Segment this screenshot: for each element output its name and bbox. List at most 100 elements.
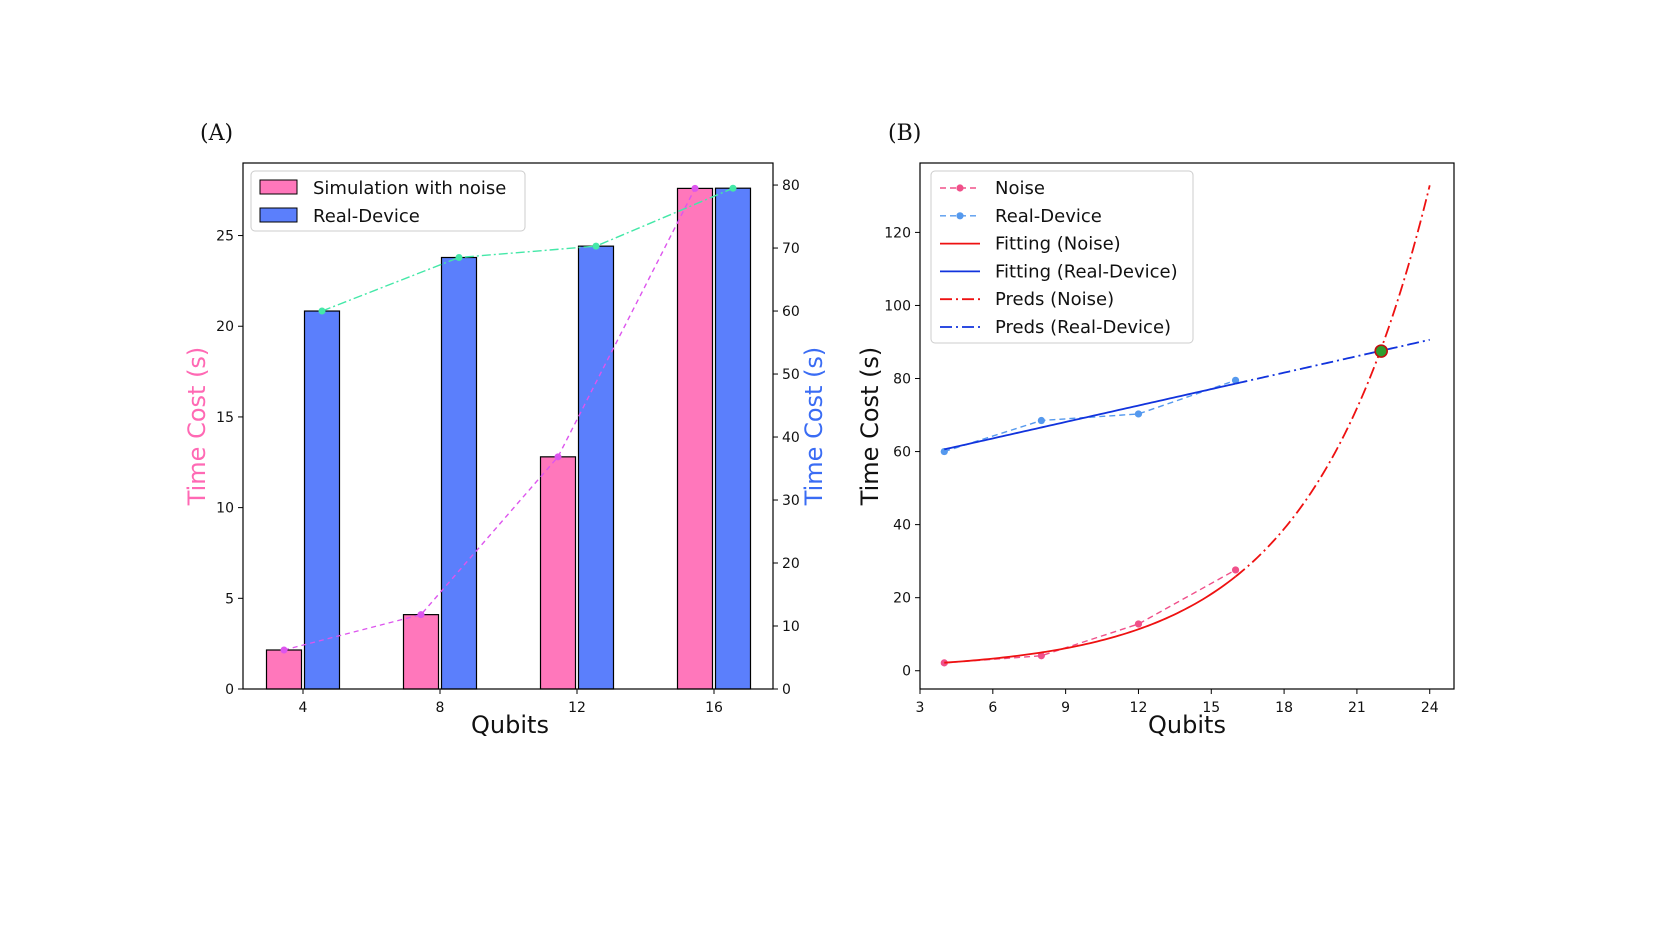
panel-b-legend: Noise Real-Device Fitting (Noise) Fitting (… bbox=[930, 170, 1194, 344]
x-tick-label-21: 21 bbox=[1348, 700, 1366, 716]
right-tick-label-0: 0 bbox=[782, 682, 791, 698]
panel-b-legend-box bbox=[930, 170, 1194, 344]
trend-point-simulation-16 bbox=[691, 184, 699, 192]
bar-simulation-8 bbox=[402, 614, 440, 690]
x-tick-label-24: 24 bbox=[1421, 700, 1439, 716]
panel-b-lines bbox=[940, 185, 1431, 667]
line-noise bbox=[944, 569, 1236, 664]
y-tick-label-120: 120 bbox=[884, 225, 911, 241]
left-tick-label-15: 15 bbox=[216, 410, 234, 426]
right-tick-label-70: 70 bbox=[782, 241, 800, 257]
legend-label-real-device: Real-Device bbox=[313, 206, 420, 227]
panel-b-y-axis: 0 20 40 60 80 100 120 bbox=[884, 225, 920, 680]
x-tick-label-3: 3 bbox=[916, 700, 925, 716]
legend-swatch-simulation bbox=[259, 179, 298, 195]
bar-real-device-12 bbox=[577, 245, 615, 690]
legend-label-noise: Noise bbox=[995, 178, 1045, 199]
panel-a-trends bbox=[280, 184, 737, 654]
legend-label-fitting-noise: Fitting (Noise) bbox=[995, 234, 1121, 255]
right-tick-label-30: 30 bbox=[782, 493, 800, 509]
panel-a-x-axis: 4 8 12 16 bbox=[299, 689, 723, 716]
point-real-device-8 bbox=[1037, 416, 1045, 425]
right-tick-label-10: 10 bbox=[782, 619, 800, 635]
point-noise-12 bbox=[1134, 620, 1143, 628]
bar-simulation-16 bbox=[676, 187, 714, 690]
y-tick-label-0: 0 bbox=[902, 664, 911, 680]
bar-simulation-4 bbox=[265, 649, 303, 690]
trend-point-simulation-12 bbox=[554, 453, 562, 461]
y-tick-label-20: 20 bbox=[893, 591, 911, 607]
right-tick-label-80: 80 bbox=[782, 178, 800, 194]
panel-a-ylabel-right: Time Cost (s) bbox=[800, 347, 828, 507]
left-tick-label-0: 0 bbox=[225, 682, 234, 698]
left-tick-label-20: 20 bbox=[216, 319, 234, 335]
point-noise-16 bbox=[1231, 566, 1240, 574]
curve-fitting-real-device bbox=[944, 382, 1236, 451]
legend-marker-noise bbox=[956, 184, 964, 192]
panel-b: (B) 0 20 40 60 80 100 120 3 6 9 12 15 18 21 24 Qubits… bbox=[856, 121, 1455, 739]
x-tick-label-4: 4 bbox=[299, 700, 308, 716]
panel-a-xlabel: Qubits bbox=[471, 711, 549, 739]
trend-point-simulation-8 bbox=[417, 611, 425, 619]
panel-b-xlabel: Qubits bbox=[1148, 711, 1226, 739]
legend-label-preds-noise: Preds (Noise) bbox=[995, 289, 1114, 310]
bar-real-device-16 bbox=[714, 187, 752, 690]
legend-label-fitting-real-device: Fitting (Real-Device) bbox=[995, 261, 1178, 282]
left-tick-label-10: 10 bbox=[216, 501, 234, 517]
x-tick-label-15: 15 bbox=[1202, 700, 1220, 716]
panel-a-ylabel-left: Time Cost (s) bbox=[183, 347, 211, 507]
panel-a-right-axis: 0 10 20 30 40 50 60 70 80 bbox=[773, 178, 800, 698]
curve-fitting-noise bbox=[944, 575, 1237, 664]
right-tick-label-40: 40 bbox=[782, 430, 800, 446]
panel-b-ylabel: Time Cost (s) bbox=[856, 347, 884, 507]
legend-marker-real-device bbox=[956, 212, 964, 220]
y-tick-label-60: 60 bbox=[893, 445, 911, 461]
x-tick-label-8: 8 bbox=[436, 700, 445, 716]
trend-point-real-device-8 bbox=[455, 253, 463, 261]
x-tick-label-9: 9 bbox=[1061, 700, 1070, 716]
y-tick-label-40: 40 bbox=[893, 518, 911, 534]
point-noise-4 bbox=[940, 659, 948, 667]
panel-a-legend-box bbox=[250, 170, 526, 232]
x-tick-label-18: 18 bbox=[1275, 700, 1293, 716]
trend-point-real-device-16 bbox=[729, 184, 737, 192]
panel-a-legend: Simulation with noise Real-Device bbox=[250, 170, 526, 232]
trend-line-simulation bbox=[283, 188, 696, 651]
y-tick-label-100: 100 bbox=[884, 298, 911, 314]
panel-b-label: (B) bbox=[888, 121, 921, 146]
x-tick-label-16: 16 bbox=[705, 700, 723, 716]
legend-label-simulation: Simulation with noise bbox=[313, 178, 506, 199]
panel-a-frame bbox=[242, 162, 774, 690]
panel-a-bars bbox=[265, 187, 752, 690]
right-tick-label-50: 50 bbox=[782, 367, 800, 383]
panel-b-frame bbox=[919, 162, 1455, 690]
bar-simulation-12 bbox=[539, 456, 577, 690]
bar-real-device-4 bbox=[303, 310, 341, 690]
left-tick-label-5: 5 bbox=[225, 591, 234, 607]
panel-a-left-axis: 0 5 10 15 20 25 bbox=[216, 229, 243, 698]
x-tick-label-6: 6 bbox=[988, 700, 997, 716]
point-noise-8 bbox=[1037, 652, 1045, 660]
legend-label-preds-real-device: Preds (Real-Device) bbox=[995, 317, 1171, 338]
curve-preds-noise bbox=[1234, 185, 1431, 578]
right-tick-label-60: 60 bbox=[782, 304, 800, 320]
bar-real-device-8 bbox=[440, 256, 478, 690]
panel-a-label: (A) bbox=[200, 121, 233, 146]
point-real-device-16 bbox=[1231, 376, 1240, 384]
legend-label-real-device: Real-Device bbox=[995, 206, 1102, 227]
panel-b-x-axis: 3 6 9 12 15 18 21 24 bbox=[916, 689, 1439, 716]
trend-point-real-device-12 bbox=[592, 242, 600, 250]
trend-line-real-device bbox=[321, 187, 734, 312]
y-tick-label-80: 80 bbox=[893, 372, 911, 388]
curve-preds-real-device bbox=[1235, 338, 1430, 385]
point-real-device-12 bbox=[1134, 410, 1143, 418]
x-tick-label-12: 12 bbox=[1130, 700, 1148, 716]
right-tick-label-20: 20 bbox=[782, 556, 800, 572]
x-tick-label-12: 12 bbox=[568, 700, 586, 716]
trend-point-simulation-4 bbox=[280, 646, 288, 654]
left-tick-label-25: 25 bbox=[216, 229, 234, 245]
trend-point-real-device-4 bbox=[318, 307, 326, 315]
intersection-point bbox=[1374, 344, 1388, 358]
